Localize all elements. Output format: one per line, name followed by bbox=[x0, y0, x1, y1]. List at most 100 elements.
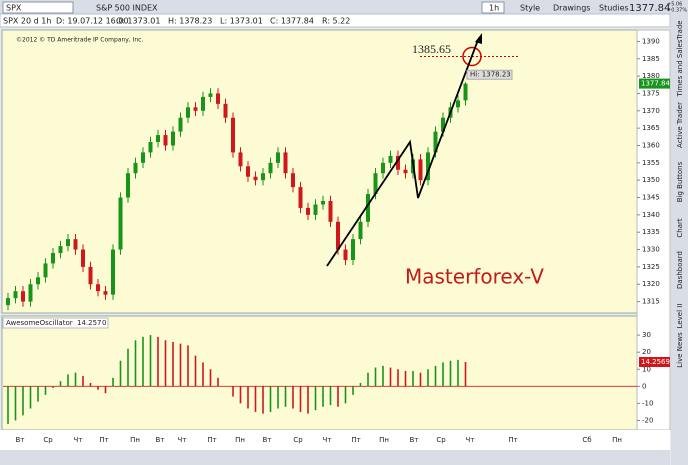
side-tab[interactable]: Level II bbox=[676, 304, 684, 329]
candle-body bbox=[111, 249, 115, 295]
drawings-button[interactable]: Drawings bbox=[553, 4, 590, 13]
day-label: Пт bbox=[351, 436, 360, 444]
y-tick-label: 10 bbox=[642, 365, 651, 373]
side-tab[interactable]: Times and Sales bbox=[676, 39, 684, 97]
day-label: Пт bbox=[207, 436, 216, 444]
candle-body bbox=[313, 204, 318, 215]
candle-body bbox=[366, 194, 370, 222]
candle-body bbox=[336, 221, 340, 250]
watermark: Masterforex-V bbox=[405, 265, 544, 289]
day-label: Пт bbox=[99, 436, 108, 444]
side-tab[interactable]: Active Trader bbox=[676, 102, 684, 148]
candle-body bbox=[261, 173, 265, 181]
copyright: ©2012 © TD Ameritrade IP Company, Inc. bbox=[16, 37, 143, 44]
trend-line bbox=[326, 39, 479, 267]
price-tag-label: 1377.84 bbox=[641, 80, 670, 88]
candle-body bbox=[381, 162, 385, 174]
candle-body bbox=[88, 266, 93, 285]
osc-zero: 0 bbox=[102, 319, 106, 327]
interval-button[interactable] bbox=[481, 1, 505, 14]
candle-body bbox=[351, 239, 355, 260]
day-label: Вт bbox=[16, 436, 25, 444]
candle-body bbox=[426, 152, 430, 181]
y-tick-label: 30 bbox=[642, 331, 651, 339]
day-label: Пн bbox=[612, 436, 622, 444]
y-tick-label: 1355 bbox=[642, 159, 660, 167]
candle-body bbox=[118, 197, 123, 250]
change-pct: +0.37% bbox=[667, 8, 687, 14]
candle-body bbox=[321, 200, 325, 205]
info-date: D: 19.07.12 16:00 bbox=[56, 17, 129, 26]
day-label: Чт bbox=[178, 436, 187, 444]
info-title: SPX 20 d 1h bbox=[3, 17, 51, 26]
y-tick-label: 1365 bbox=[642, 124, 660, 132]
y-tick-label: 1320 bbox=[642, 280, 660, 288]
candle-body bbox=[28, 284, 33, 302]
y-tick-label: 20 bbox=[642, 348, 651, 356]
day-label: Пн bbox=[379, 436, 389, 444]
description: S&P 500 INDEX bbox=[96, 4, 158, 13]
candle-body bbox=[291, 173, 295, 188]
osc-tag-label: 14.2569 bbox=[641, 358, 670, 366]
y-tick-label: 1330 bbox=[642, 246, 660, 254]
day-label: Сб bbox=[582, 436, 591, 444]
day-label: Вт bbox=[156, 436, 165, 444]
y-tick-label: 1375 bbox=[642, 89, 660, 97]
y-tick-label: -20 bbox=[642, 416, 653, 424]
price-tag bbox=[639, 78, 670, 89]
day-label: Вт bbox=[410, 436, 419, 444]
studies-button[interactable]: Studies bbox=[599, 4, 629, 13]
candle-body bbox=[268, 162, 273, 174]
candle-body bbox=[253, 176, 258, 181]
style-button[interactable]: Style bbox=[520, 4, 540, 13]
candle-body bbox=[433, 131, 438, 153]
y-tick-label: 1370 bbox=[642, 107, 660, 115]
candle-body bbox=[403, 169, 408, 174]
side-tab[interactable]: Live News bbox=[676, 332, 684, 368]
side-tab[interactable]: Big Buttons bbox=[676, 161, 684, 202]
change: +5.06 bbox=[667, 2, 682, 8]
candle-body bbox=[283, 152, 288, 174]
candle-body bbox=[208, 93, 213, 97]
day-label: Чт bbox=[323, 436, 332, 444]
candle-body bbox=[388, 155, 393, 163]
high-label: Hi: 1378.23 bbox=[470, 71, 511, 79]
candle-body bbox=[231, 117, 235, 153]
candle-body bbox=[178, 117, 183, 132]
target-circle bbox=[462, 46, 482, 67]
candle-body bbox=[216, 93, 220, 104]
candle-body bbox=[328, 200, 333, 222]
candle-body bbox=[193, 107, 198, 111]
symbol-box[interactable] bbox=[2, 1, 74, 14]
candle-body bbox=[126, 173, 130, 198]
y-tick-label: 1340 bbox=[642, 211, 660, 219]
y-tick-label: 1325 bbox=[642, 263, 660, 271]
candle-body bbox=[418, 159, 423, 181]
candle-body bbox=[358, 221, 363, 240]
day-label: Пн bbox=[235, 436, 245, 444]
info-high: H: 1378.23 bbox=[168, 17, 212, 26]
day-label: Пт bbox=[508, 436, 517, 444]
side-tab[interactable]: Trade bbox=[676, 20, 684, 40]
high-tag bbox=[466, 69, 513, 80]
candle-body bbox=[463, 83, 468, 101]
candle-body bbox=[163, 135, 168, 146]
candle-body bbox=[306, 207, 310, 215]
last-price: 1377.84 bbox=[629, 3, 670, 14]
time-axis bbox=[0, 430, 670, 450]
candle-body bbox=[21, 291, 25, 302]
toolbar bbox=[0, 0, 688, 14]
arrow-head bbox=[475, 33, 482, 44]
side-tab[interactable]: Chart bbox=[676, 218, 684, 237]
y-tick-label: 1385 bbox=[642, 55, 660, 63]
status-bar bbox=[0, 450, 670, 465]
side-tab[interactable]: Dashboard bbox=[676, 251, 684, 289]
candle-body bbox=[73, 239, 78, 250]
candle-body bbox=[58, 246, 63, 254]
candle-body bbox=[223, 103, 228, 118]
y-tick-label: 1345 bbox=[642, 194, 660, 202]
osc-value: 14.257 bbox=[77, 319, 102, 327]
candle-body bbox=[13, 291, 18, 299]
